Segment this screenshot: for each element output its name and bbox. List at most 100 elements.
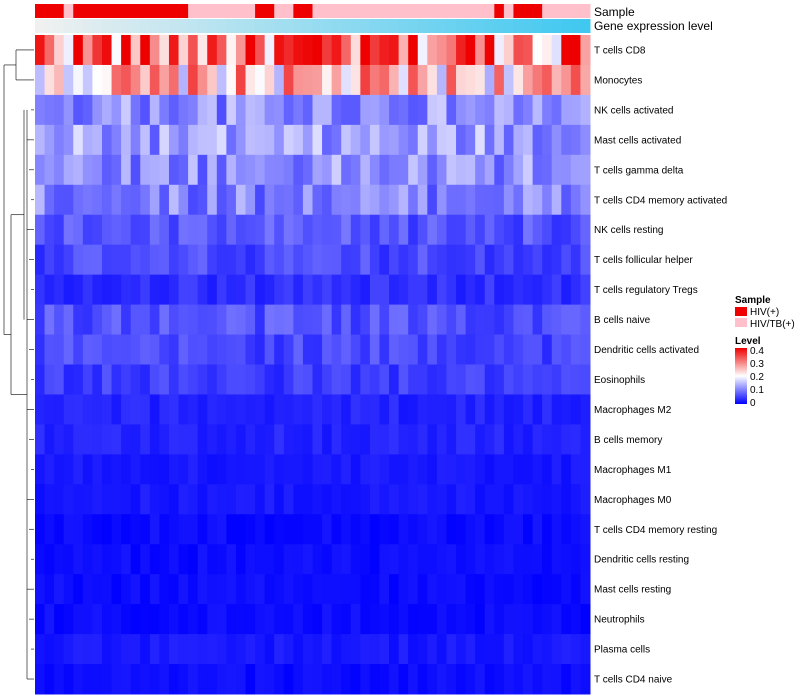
heatmap-cell	[140, 184, 151, 216]
heatmap-cell	[121, 94, 132, 126]
heatmap-cell	[523, 424, 534, 455]
heatmap-cell	[503, 514, 514, 545]
heatmap-cell	[494, 394, 505, 425]
gene-annotation-cell	[92, 19, 103, 33]
heatmap-cell	[465, 364, 476, 395]
heatmap-cell	[475, 244, 486, 276]
heatmap-cell	[235, 244, 247, 276]
heatmap-cell	[427, 184, 438, 216]
heatmap-cell	[389, 454, 400, 485]
heatmap-cell	[389, 484, 400, 515]
heatmap-cell	[283, 604, 294, 635]
heatmap-cell	[379, 424, 390, 455]
heatmap-cell	[408, 664, 419, 695]
heatmap-cell	[465, 604, 476, 635]
heatmap-cell	[408, 64, 419, 96]
heatmap-cell	[159, 664, 170, 695]
sample-annotation-cell	[111, 4, 122, 18]
heatmap-cell	[580, 394, 591, 425]
heatmap-cell	[121, 394, 132, 425]
heatmap-cell	[274, 154, 285, 186]
heatmap-cell	[312, 394, 323, 425]
heatmap-cell	[226, 634, 237, 665]
heatmap-cell	[341, 184, 352, 216]
heatmap-cell	[44, 364, 55, 395]
heatmap-cell	[140, 274, 151, 306]
heatmap-cell	[245, 634, 256, 665]
heatmap-cell	[341, 94, 352, 126]
heatmap-cell	[168, 604, 180, 635]
heatmap-cell	[293, 454, 304, 485]
heatmap-cell	[73, 214, 84, 246]
heatmap-cells	[35, 35, 591, 695]
heatmap-cell	[235, 154, 247, 186]
heatmap-cell	[216, 544, 227, 575]
heatmap-cell	[302, 424, 313, 455]
heatmap-cell	[255, 664, 266, 695]
heatmap-cell	[542, 634, 553, 665]
heatmap-cell	[494, 124, 505, 156]
heatmap-cell	[216, 574, 227, 605]
heatmap-cell	[168, 184, 180, 216]
heatmap-cell	[503, 244, 514, 276]
heatmap-cell	[503, 184, 514, 216]
heatmap-cell	[235, 35, 247, 66]
heatmap-cell	[475, 664, 486, 695]
heatmap-cell	[207, 274, 218, 306]
heatmap-cell	[369, 574, 380, 605]
heatmap-cell	[111, 364, 122, 395]
heatmap-cell	[283, 574, 294, 605]
sample-annotation-cell	[322, 4, 333, 18]
heatmap-cell	[398, 274, 409, 306]
heatmap-cell	[149, 514, 160, 545]
heatmap-cell	[293, 244, 304, 276]
heatmap-cell	[465, 514, 476, 545]
heatmap-cell	[494, 64, 505, 96]
heatmap-cell	[551, 634, 562, 665]
heatmap-cell	[216, 214, 227, 246]
heatmap-cell	[63, 154, 74, 186]
heatmap-cell	[523, 304, 534, 336]
heatmap-cell	[542, 35, 553, 66]
heatmap-cell	[369, 244, 380, 276]
heatmap-cell	[379, 514, 390, 545]
heatmap-cell	[551, 484, 562, 515]
gene-annotation-cell	[580, 19, 591, 33]
sample-annotation-cell	[456, 4, 467, 18]
heatmap-cell	[197, 244, 208, 276]
heatmap-cell	[44, 304, 55, 336]
row-label: T cells CD4 naive	[594, 675, 673, 686]
heatmap-cell	[130, 394, 141, 425]
heatmap-cell	[551, 604, 562, 635]
heatmap-cell	[456, 94, 467, 126]
heatmap-cell	[427, 94, 438, 126]
sample-annotation-cell	[389, 4, 400, 18]
heatmap-cell	[274, 364, 285, 395]
heatmap-cell	[121, 274, 132, 306]
heatmap-cell	[264, 274, 275, 306]
heatmap-cell	[542, 184, 553, 216]
heatmap-cell	[580, 94, 591, 126]
heatmap-cell	[197, 424, 208, 455]
heatmap-cell	[63, 94, 74, 126]
heatmap-cell	[475, 394, 486, 425]
heatmap-cell	[580, 124, 591, 156]
heatmap-cell	[389, 394, 400, 425]
heatmap-cell	[369, 35, 380, 66]
heatmap-cell	[121, 454, 132, 485]
heatmap-cell	[73, 154, 84, 186]
heatmap-cell	[92, 304, 103, 336]
heatmap-cell	[580, 454, 591, 485]
heatmap-cell	[168, 304, 180, 336]
heatmap-cell	[226, 274, 237, 306]
heatmap-cell	[101, 334, 113, 365]
heatmap-cell	[389, 574, 400, 605]
heatmap-cell	[35, 364, 46, 395]
heatmap-cell	[322, 35, 333, 66]
heatmap-cell	[446, 154, 457, 186]
heatmap-cell	[427, 35, 438, 66]
heatmap-cell	[73, 604, 84, 635]
heatmap-cell	[561, 304, 572, 336]
heatmap-cell	[73, 184, 84, 216]
heatmap-cell	[73, 454, 84, 485]
